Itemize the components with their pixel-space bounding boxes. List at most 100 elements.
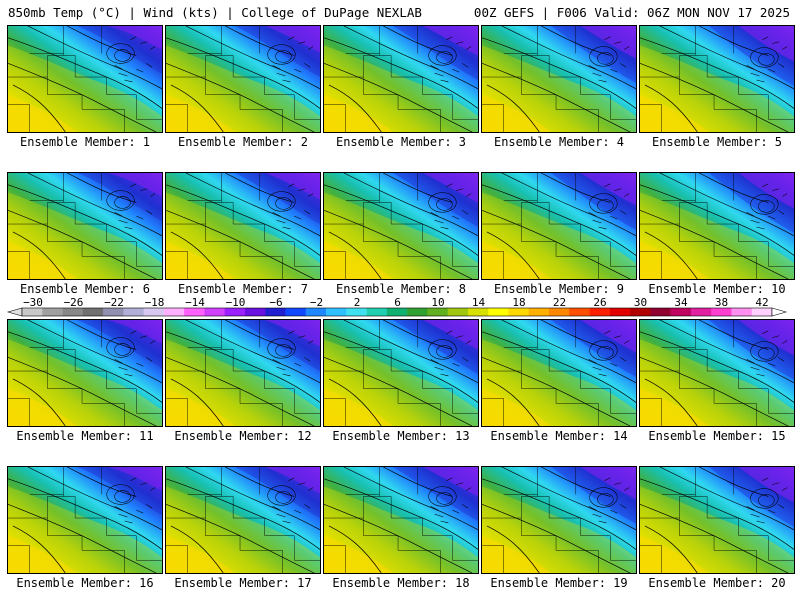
ensemble-member-label: Ensemble Member: 19 [490, 576, 628, 590]
colorbar-tick-label: −26 [64, 296, 84, 309]
ensemble-member-label: Ensemble Member: 8 [335, 282, 467, 296]
run-valid-time: 00Z GEFS | F006 Valid: 06Z MON NOV 17 20… [473, 5, 790, 20]
colorbar-swatch [265, 308, 286, 316]
ensemble-member-map [323, 25, 479, 133]
colorbar-tick-label: 42 [755, 296, 768, 309]
ensemble-member-label: Ensemble Member: 16 [16, 576, 154, 590]
colorbar-swatch [366, 308, 388, 316]
ensemble-member-map [7, 172, 163, 280]
ensemble-member-label: Ensemble Member: 3 [335, 135, 467, 149]
colorbar-swatch [569, 308, 590, 316]
ensemble-member-map [7, 319, 163, 427]
colorbar-swatch [224, 308, 246, 316]
colorbar-tick-label: 34 [674, 296, 688, 309]
ensemble-member-map [7, 466, 163, 574]
colorbar-swatch [488, 308, 509, 316]
colorbar-tick-label: 18 [512, 296, 525, 309]
ensemble-member-label: Ensemble Member: 15 [648, 429, 786, 443]
colorbar-swatch [630, 308, 651, 316]
ensemble-member-label: Ensemble Member: 11 [16, 429, 154, 443]
colorbar-right-arrow [771, 307, 788, 317]
ensemble-member-map [165, 319, 321, 427]
ensemble-member-map [323, 172, 479, 280]
ensemble-member-map [639, 319, 795, 427]
colorbar-left-arrow [6, 307, 23, 317]
colorbar-tick-label: −14 [185, 296, 205, 309]
colorbar-tick-label: 10 [431, 296, 444, 309]
colorbar-tick-label: −18 [145, 296, 165, 309]
colorbar-swatch [204, 308, 226, 316]
colorbar-swatch [549, 308, 570, 316]
ensemble-member-map [639, 172, 795, 280]
ensemble-member-label: Ensemble Member: 17 [174, 576, 312, 590]
ensemble-member-map [481, 172, 637, 280]
ensemble-member-map [481, 466, 637, 574]
ensemble-member-label: Ensemble Member: 7 [177, 282, 309, 296]
colorbar-swatch [609, 308, 631, 316]
colorbar-swatch [731, 308, 753, 316]
ensemble-member-label: Ensemble Member: 18 [332, 576, 470, 590]
colorbar-tick-label: 14 [472, 296, 486, 309]
colorbar-swatch [447, 308, 469, 316]
colorbar-swatch [650, 308, 671, 316]
colorbar-swatch [407, 308, 428, 316]
colorbar-swatch [508, 308, 530, 316]
colorbar-tick-label: 26 [593, 296, 606, 309]
colorbar-swatch [143, 308, 165, 316]
colorbar-swatch [82, 308, 104, 316]
temperature-colorbar: −30 −26 −22 −18 −14 −10 −6 −2 2 6 10 14 18 22 26 30 34 38… [6, 296, 788, 317]
ensemble-member-label: Ensemble Member: 14 [490, 429, 628, 443]
colorbar-swatch [62, 308, 84, 316]
colorbar-tick-label: −22 [104, 296, 124, 309]
ensemble-member-map [481, 319, 637, 427]
colorbar-swatch [386, 308, 408, 316]
colorbar-swatch [528, 308, 550, 316]
colorbar-tick-label: 38 [715, 296, 728, 309]
colorbar-swatch [751, 308, 773, 316]
colorbar-tick-label: −10 [226, 296, 246, 309]
ensemble-member-label: Ensemble Member: 9 [493, 282, 625, 296]
colorbar-tick-label: −30 [23, 296, 43, 309]
colorbar-tick-label: 2 [354, 296, 361, 309]
colorbar-swatch [711, 308, 732, 316]
ensemble-member-map [165, 25, 321, 133]
colorbar-swatch [346, 308, 367, 316]
ensemble-member-map [7, 25, 163, 133]
colorbar-swatch [670, 308, 692, 316]
colorbar-swatch [22, 308, 43, 316]
ensemble-member-label: Ensemble Member: 12 [174, 429, 312, 443]
colorbar-swatch [326, 308, 347, 316]
colorbar-swatch [184, 308, 205, 316]
colorbar-tick-label: −6 [269, 296, 282, 309]
colorbar-swatch [589, 308, 611, 316]
colorbar-swatch [285, 308, 307, 316]
ensemble-member-label: Ensemble Member: 5 [651, 135, 783, 149]
colorbar-swatch [305, 308, 327, 316]
colorbar-swatch [123, 308, 144, 316]
colorbar-tick-label: 22 [553, 296, 566, 309]
ensemble-member-map [323, 466, 479, 574]
colorbar-tick-label: 6 [394, 296, 401, 309]
colorbar-swatch [42, 308, 63, 316]
ensemble-member-map [639, 25, 795, 133]
colorbar-tick-label: −2 [310, 296, 323, 309]
ensemble-member-map [639, 466, 795, 574]
colorbar-swatch [244, 308, 266, 316]
ensemble-member-map [323, 319, 479, 427]
ensemble-member-label: Ensemble Member: 2 [177, 135, 309, 149]
colorbar-swatch [467, 308, 489, 316]
colorbar-tick-label: 30 [634, 296, 647, 309]
map-title: 850mb Temp (°C) | Wind (kts) | College o… [8, 5, 422, 20]
ensemble-member-label: Ensemble Member: 10 [648, 282, 786, 296]
ensemble-member-label: Ensemble Member: 6 [19, 282, 151, 296]
colorbar-swatch [163, 308, 185, 316]
ensemble-member-label: Ensemble Member: 20 [648, 576, 786, 590]
ensemble-member-label: Ensemble Member: 1 [19, 135, 151, 149]
ensemble-member-label: Ensemble Member: 4 [493, 135, 625, 149]
ensemble-member-label: Ensemble Member: 13 [332, 429, 470, 443]
colorbar-swatch [427, 308, 448, 316]
colorbar-swatch [690, 308, 712, 316]
ensemble-member-map [481, 25, 637, 133]
ensemble-member-map [165, 466, 321, 574]
colorbar-swatch [103, 308, 124, 316]
